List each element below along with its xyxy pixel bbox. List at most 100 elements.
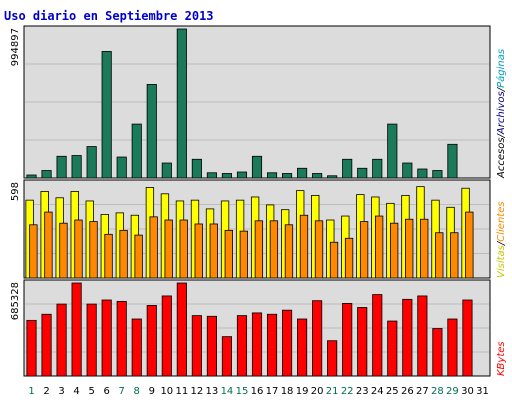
bar-accesos-day-18 [282,173,293,179]
side-legend-middle: Visitas/Clientes [496,201,507,278]
bar-kbytes-day-4 [71,282,82,377]
bar-clientes-day-16 [254,220,264,279]
x-tick-label: 16 [251,386,264,397]
bar-accesos-day-26 [402,162,413,179]
x-tick-label: 8 [134,386,140,397]
chart-title: Uso diario en Septiembre 2013 [4,9,214,23]
bar-accesos-day-21 [327,175,338,179]
panel-bottom: 685328 [10,279,491,377]
bar-accesos-day-3 [56,155,67,179]
bar-kbytes-day-6 [101,299,112,377]
bar-accesos-day-7 [116,156,127,179]
x-tick-label: 28 [431,386,444,397]
bar-kbytes-day-12 [191,315,202,377]
bar-clientes-day-14 [224,229,233,279]
bar-clientes-day-28 [435,232,444,279]
bar-kbytes-day-19 [297,318,308,377]
x-tick-label: 13 [206,386,219,397]
bar-clientes-day-24 [374,215,384,279]
bar-accesos-day-23 [357,167,368,179]
bar-accesos-day-28 [432,170,443,179]
bar-kbytes-day-16 [251,312,263,377]
bar-kbytes-day-1 [26,319,37,377]
bar-clientes-day-17 [269,220,279,279]
x-tick-label: 6 [103,386,109,397]
side-legend-bottom: KBytes [496,341,507,376]
bar-accesos-day-16 [251,155,263,179]
bar-accesos-day-12 [191,158,202,179]
bar-accesos-day-5 [86,146,97,179]
x-tick-label: 20 [311,386,324,397]
legend-archivos: Archivos [496,91,507,135]
bar-clientes-day-1 [29,224,38,279]
x-tick-label: 14 [221,386,234,397]
bar-accesos-day-9 [146,83,157,179]
bar-clientes-day-15 [239,230,249,279]
bar-accesos-day-25 [387,123,398,179]
side-legend-top: Accesos/Archivos/Páginas [495,49,507,179]
x-tick-label: 12 [191,386,204,397]
bar-accesos-day-24 [372,158,383,179]
bar-clientes-day-25 [390,222,399,279]
panel-middle: 598 [10,179,491,279]
y-max-label: 685328 [10,282,21,320]
y-max-label: 994897 [10,28,21,66]
x-tick-label: 9 [149,386,155,397]
bar-clientes-day-4 [74,219,83,279]
bar-kbytes-day-18 [282,309,293,377]
bar-kbytes-day-30 [462,299,473,377]
bar-kbytes-day-21 [327,340,338,377]
bar-kbytes-day-2 [41,313,52,377]
bar-accesos-day-4 [71,155,82,179]
bar-accesos-day-27 [417,168,428,179]
x-tick-label: 26 [401,386,414,397]
bar-kbytes-day-17 [266,313,278,377]
x-tick-label: 30 [461,386,474,397]
bar-kbytes-day-11 [176,282,187,377]
bar-clientes-day-9 [149,216,158,279]
bar-accesos-day-13 [206,172,217,179]
x-tick-label: 17 [266,386,279,397]
bar-clientes-day-30 [465,211,474,279]
bar-accesos-day-17 [266,172,278,179]
legend-visitas: Visitas [496,245,507,278]
bar-accesos-day-10 [161,162,172,179]
x-tick-label: 7 [119,386,125,397]
bar-clientes-day-27 [420,218,429,279]
bar-accesos-day-8 [131,123,142,179]
bar-kbytes-day-28 [432,328,443,377]
bar-kbytes-day-22 [342,302,353,377]
legend-páginas: Páginas [495,49,507,88]
x-tick-label: 18 [281,386,294,397]
bar-accesos-day-15 [236,171,248,179]
x-tick-label: 25 [386,386,399,397]
bar-clientes-day-7 [119,229,128,279]
bar-clientes-day-21 [329,241,339,279]
bar-accesos-day-22 [342,158,353,179]
bar-kbytes-day-15 [236,315,248,377]
x-tick-label: 23 [356,386,369,397]
bar-clientes-day-13 [209,223,218,279]
y-max-label: 598 [10,182,21,201]
bar-clientes-day-19 [299,214,309,279]
bar-clientes-day-18 [284,224,294,279]
x-tick-label: 4 [73,386,79,397]
legend-clientes: Clientes [496,201,507,241]
bar-kbytes-day-24 [372,294,383,377]
bar-clientes-day-3 [59,222,68,279]
bar-kbytes-day-5 [86,303,97,377]
x-tick-label: 5 [88,386,94,397]
bar-clientes-day-11 [179,219,188,279]
bar-clientes-day-6 [104,233,113,279]
bar-accesos-day-2 [41,170,52,179]
x-tick-label: 15 [236,386,249,397]
bar-clientes-day-12 [194,223,203,279]
bar-clientes-day-8 [134,234,143,279]
x-tick-label: 11 [175,386,188,397]
bar-accesos-day-11 [176,28,187,179]
bar-kbytes-day-29 [447,318,458,377]
x-tick-label: 24 [371,386,384,397]
bar-kbytes-day-14 [221,336,232,377]
